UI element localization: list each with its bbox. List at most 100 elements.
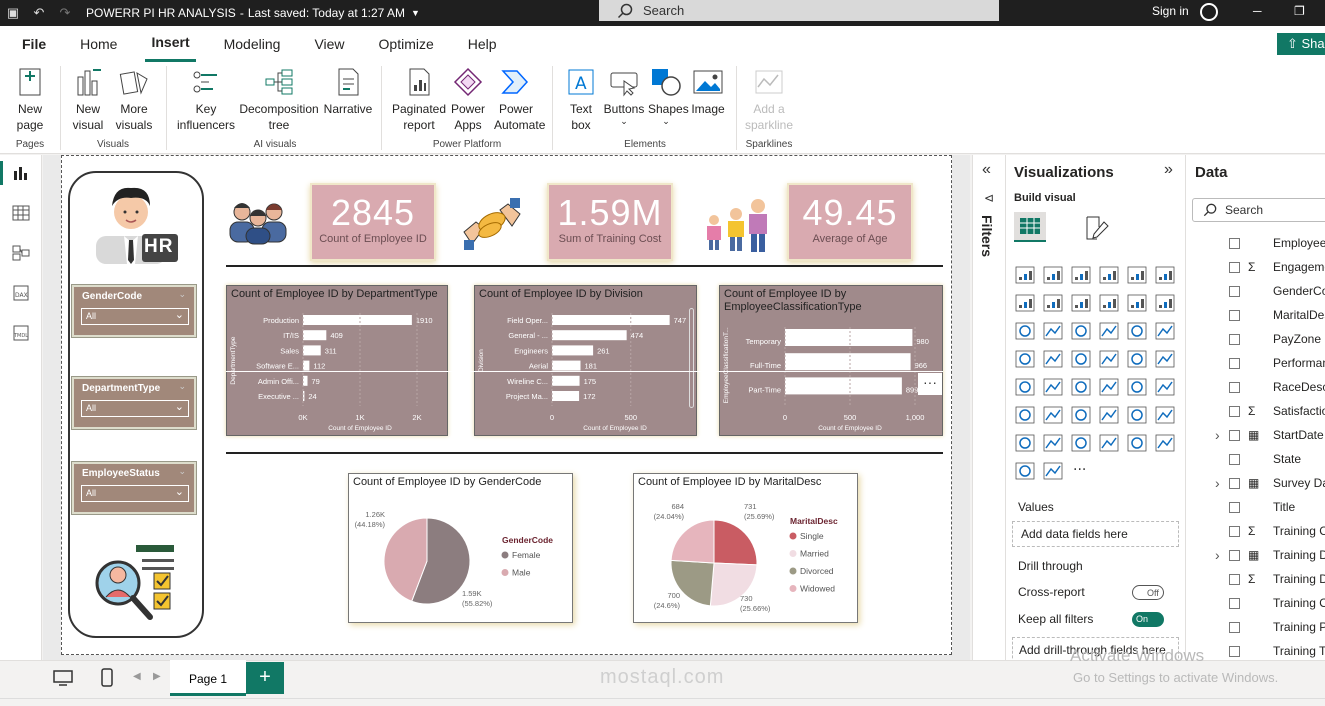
keep-filters-toggle[interactable]: On (1132, 612, 1164, 627)
button-slicer-icon[interactable] (1071, 434, 1091, 452)
key-influencers-icon[interactable] (1043, 406, 1063, 424)
key-influencers-button[interactable]: Key influencers (176, 66, 236, 133)
add-sparkline-button[interactable]: Add a sparkline (742, 66, 796, 133)
line-column-chart-icon[interactable] (1127, 294, 1147, 312)
kpi-card-employee-count[interactable]: 2845 Count of Employee ID (310, 183, 436, 261)
card-new-icon[interactable] (1043, 434, 1063, 452)
report-view-icon[interactable] (12, 165, 30, 181)
dax-query-view-icon[interactable]: DAX (12, 285, 30, 301)
chart-classification-type[interactable]: Count of Employee ID by EmployeeClassifi… (719, 285, 943, 436)
data-field-row[interactable]: MaritalDes (1229, 305, 1325, 325)
matrix-icon[interactable] (1127, 378, 1147, 396)
power-automate-icon[interactable] (1043, 462, 1063, 480)
more-visuals-icon[interactable]: ··· (1073, 462, 1086, 478)
kpi-card-average-age[interactable]: 49.45 Average of Age (787, 183, 913, 261)
chart-division[interactable]: Count of Employee ID by Division Field O… (474, 285, 697, 436)
data-field-row[interactable]: Performanc (1229, 353, 1325, 373)
kpi-icon[interactable] (1043, 378, 1063, 396)
menu-modeling[interactable]: Modeling (223, 36, 281, 52)
field-checkbox[interactable] (1229, 405, 1240, 417)
field-checkbox[interactable] (1229, 453, 1240, 465)
collapse-left-icon[interactable]: « (982, 161, 991, 178)
field-parameter-icon[interactable] (1155, 434, 1175, 452)
data-field-row[interactable]: › ▦ StartDate (1215, 425, 1324, 445)
desktop-layout-icon[interactable] (52, 669, 74, 687)
smart-narrative-icon[interactable] (1127, 406, 1147, 424)
treemap-icon[interactable] (1015, 350, 1035, 368)
save-icon[interactable]: ▣ (6, 5, 20, 20)
field-checkbox[interactable] (1229, 261, 1240, 273)
undo-icon[interactable]: ↶ (33, 5, 45, 20)
waterfall-chart-icon[interactable] (1043, 322, 1063, 340)
expand-right-icon[interactable]: » (1164, 161, 1173, 178)
table-icon[interactable] (1099, 378, 1119, 396)
slicer-dropdown-employeestatus[interactable]: All ⌄ (81, 485, 189, 502)
decomposition-tree-button[interactable]: Decomposition tree (238, 66, 320, 133)
multi-row-card-icon[interactable] (1015, 378, 1035, 396)
azure-map-icon[interactable] (1099, 350, 1119, 368)
power-apps-button[interactable]: Power Apps (448, 66, 488, 133)
global-search-input[interactable]: Search (599, 0, 999, 21)
field-checkbox[interactable] (1229, 645, 1240, 657)
slicer-icon[interactable] (1071, 378, 1091, 396)
menu-insert[interactable]: Insert (145, 26, 196, 62)
paginated-report-button[interactable]: Paginated report (390, 66, 448, 133)
data-field-row[interactable]: Title (1229, 497, 1295, 517)
values-drop-zone[interactable]: Add data fields here (1012, 521, 1179, 547)
field-checkbox[interactable] (1229, 621, 1240, 633)
card-icon[interactable] (1155, 350, 1175, 368)
menu-view[interactable]: View (314, 36, 345, 52)
more-visuals-button[interactable]: More visuals (112, 66, 156, 133)
field-checkbox[interactable] (1229, 333, 1240, 345)
map-icon[interactable] (1043, 350, 1063, 368)
text-box-button[interactable]: A Text box (562, 66, 600, 133)
sign-in-link[interactable]: Sign in (1152, 4, 1189, 18)
slicer-dropdown-gendercode[interactable]: All ⌄ (81, 308, 189, 325)
field-checkbox[interactable] (1229, 525, 1240, 537)
field-checkbox[interactable] (1229, 309, 1240, 321)
field-checkbox[interactable] (1229, 357, 1240, 369)
data-field-row[interactable]: Σ Satisfactior (1229, 401, 1325, 421)
data-field-row[interactable]: Training Ou (1229, 593, 1325, 613)
r-visual-icon[interactable] (1155, 378, 1175, 396)
field-checkbox[interactable] (1229, 285, 1240, 297)
table-view-icon[interactable] (12, 205, 30, 221)
chevron-right-icon[interactable]: › (1215, 427, 1220, 443)
100-column-chart-icon[interactable] (1155, 266, 1175, 284)
100-area-chart-icon[interactable] (1099, 294, 1119, 312)
stacked-bar-chart-icon[interactable] (1015, 266, 1035, 284)
field-checkbox[interactable] (1229, 549, 1240, 561)
donut-chart-icon[interactable] (1155, 322, 1175, 340)
100-bar-chart-icon[interactable] (1127, 266, 1147, 284)
data-field-row[interactable]: › ▦ Survey Dat (1215, 473, 1325, 493)
filled-map-icon[interactable] (1071, 350, 1091, 368)
data-field-row[interactable]: Σ Training Co (1229, 521, 1325, 541)
more-options-icon[interactable]: ··· (918, 373, 942, 395)
filters-label[interactable]: Filters (979, 215, 995, 258)
prev-page-icon[interactable]: ◀ (133, 671, 141, 682)
new-page-button[interactable]: New page (8, 66, 52, 133)
image-button[interactable]: Image (688, 66, 728, 117)
page-tab-page-1[interactable]: Page 1 (170, 660, 246, 696)
line-chart-icon[interactable] (1015, 294, 1035, 312)
clustered-column-chart-icon[interactable] (1099, 266, 1119, 284)
data-field-row[interactable]: PayZone (1229, 329, 1321, 349)
area-chart-icon[interactable] (1043, 294, 1063, 312)
data-field-row[interactable]: Training Pr (1229, 617, 1325, 637)
data-field-row[interactable]: EmployeeT (1229, 233, 1325, 253)
new-visual-button[interactable]: New visual (68, 66, 108, 133)
data-field-row[interactable]: › ▦ Training Da (1215, 545, 1325, 565)
gauge-icon[interactable] (1127, 350, 1147, 368)
slicer-dropdown-departmenttype[interactable]: All ⌄ (81, 400, 189, 417)
tmdl-view-icon[interactable]: TMDL (12, 325, 30, 341)
user-avatar-icon[interactable] (1200, 3, 1218, 21)
field-checkbox[interactable] (1229, 429, 1240, 441)
cross-report-toggle[interactable]: Off (1132, 585, 1164, 600)
data-search-input[interactable]: Search (1192, 198, 1325, 222)
kpi-card-training-cost[interactable]: 1.59M Sum of Training Cost (547, 183, 673, 261)
buttons-button[interactable]: Buttons ⌄ (602, 66, 646, 126)
filters-pane-collapsed[interactable]: « ⊲ Filters (972, 155, 1005, 706)
chart-scrollbar[interactable] (689, 308, 694, 408)
decomposition-tree-icon[interactable] (1071, 406, 1091, 424)
menu-home[interactable]: Home (80, 36, 118, 52)
